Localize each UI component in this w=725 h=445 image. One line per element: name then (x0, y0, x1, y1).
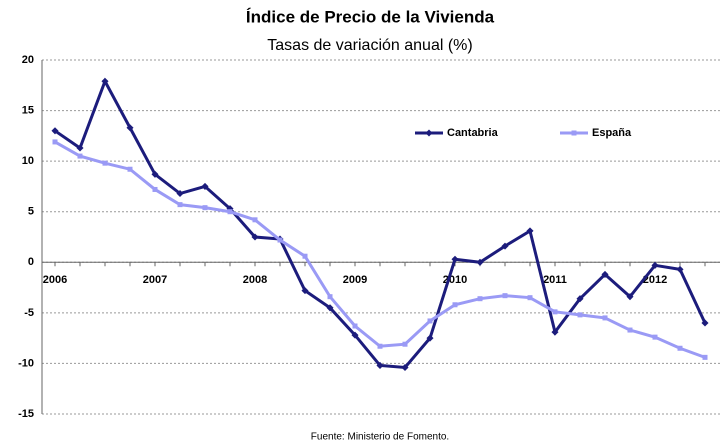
marker (377, 343, 383, 349)
marker (677, 345, 683, 351)
x-tick-label: 2009 (343, 274, 367, 286)
x-tick-label: 2011 (543, 274, 567, 286)
marker (476, 258, 484, 266)
marker (676, 265, 684, 273)
marker (527, 295, 533, 301)
y-tick-label: 0 (28, 256, 34, 268)
marker (626, 293, 634, 301)
marker (52, 139, 58, 145)
marker (651, 261, 659, 269)
marker (302, 253, 308, 259)
marker (552, 309, 558, 315)
marker (576, 295, 584, 303)
marker (627, 327, 633, 333)
y-tick-label: 15 (22, 104, 34, 116)
marker (277, 237, 283, 243)
marker (326, 304, 334, 312)
marker (402, 341, 408, 347)
marker (127, 166, 133, 172)
marker (526, 227, 534, 235)
y-tick-label: 10 (22, 155, 34, 167)
marker (251, 233, 259, 241)
marker (551, 328, 559, 336)
marker (227, 209, 233, 215)
marker (327, 294, 333, 300)
marker (102, 160, 108, 166)
source: Fuente: Ministerio de Fomento. (311, 432, 449, 443)
marker (76, 144, 84, 152)
y-tick-label: -15 (18, 408, 34, 420)
marker (152, 186, 158, 192)
x-tick-label: 2006 (43, 274, 67, 286)
marker (301, 287, 309, 295)
marker (652, 334, 658, 340)
marker (126, 124, 134, 132)
marker (602, 315, 608, 321)
legend-label: España (592, 127, 632, 139)
marker (401, 363, 409, 372)
marker (701, 319, 709, 327)
marker (501, 242, 509, 250)
marker (51, 127, 59, 135)
marker (427, 318, 433, 324)
marker (101, 77, 109, 85)
marker (601, 270, 609, 278)
x-tick-label: 2007 (143, 274, 167, 286)
legend-label: Cantabria (447, 127, 499, 139)
legend-marker (425, 129, 433, 137)
series-line (54, 77, 707, 370)
marker (352, 323, 358, 329)
y-tick-label: -5 (24, 307, 34, 319)
marker (176, 189, 184, 198)
y-tick-label: 20 (22, 54, 34, 66)
marker (451, 255, 459, 263)
marker (577, 312, 583, 318)
chart-subtitle: Tasas de variación anual (%) (267, 37, 472, 54)
x-tick-label: 2008 (243, 274, 267, 286)
y-tick-label: 5 (28, 206, 34, 218)
marker (426, 334, 434, 342)
marker (177, 202, 183, 208)
x-tick-label: 2012 (643, 274, 667, 286)
marker (452, 302, 458, 308)
marker (351, 331, 359, 339)
marker (376, 361, 384, 369)
marker (202, 205, 208, 211)
marker (201, 182, 209, 190)
legend-marker (571, 130, 577, 136)
marker (151, 170, 159, 178)
y-tick-label: -10 (18, 357, 34, 369)
marker (702, 354, 708, 360)
marker (502, 293, 508, 299)
chart-title: Índice de Precio de la Vivienda (246, 7, 495, 26)
marker (77, 153, 83, 159)
marker (477, 296, 483, 302)
marker (252, 217, 258, 223)
